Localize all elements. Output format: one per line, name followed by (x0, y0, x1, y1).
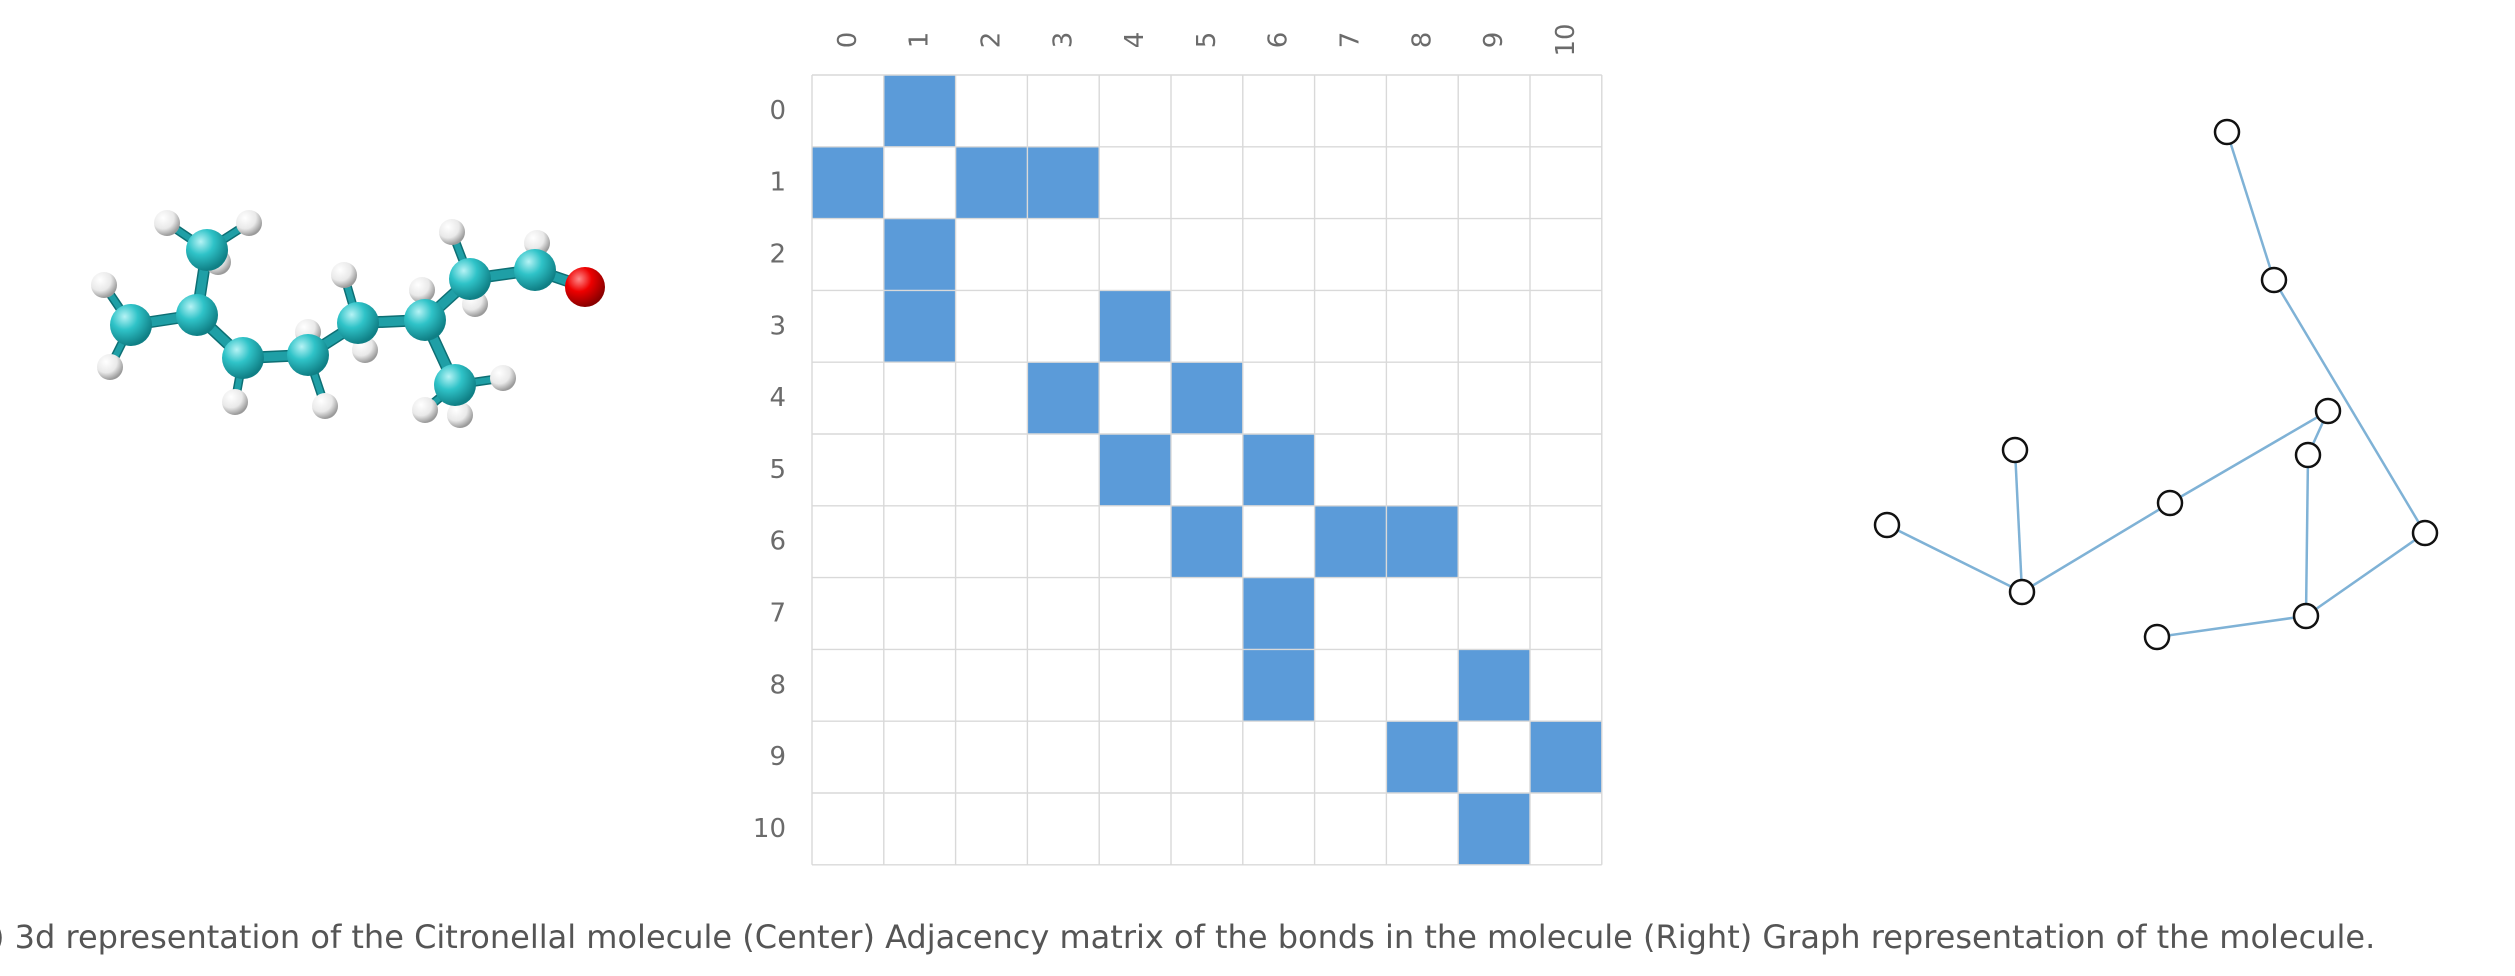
molecule-atoms (91, 210, 605, 428)
row-label-4: 4 (769, 383, 786, 413)
column-label-5: 5 (1192, 32, 1222, 49)
row-label-2: 2 (769, 240, 786, 270)
matrix-cell-1-3 (1027, 146, 1100, 219)
matrix-cell-4-3 (1027, 362, 1100, 434)
row-label-10: 10 (753, 814, 786, 844)
matrix-cell-9-8 (1386, 721, 1459, 793)
graph-edge-1-3 (2021, 501, 2171, 594)
column-label-0: 0 (833, 32, 863, 49)
graph-node-6 (2292, 602, 2320, 630)
graph-edge-3-4 (2169, 409, 2329, 505)
matrix-grid (811, 74, 1603, 866)
oxygen-atom (565, 267, 605, 307)
carbon-atom (287, 334, 329, 376)
hydrogen-atom (222, 389, 248, 415)
hydrogen-atom (97, 354, 123, 380)
carbon-atom (514, 249, 556, 291)
adjacency-matrix: 0 1 2 3 4 5 6 7 8 9 10 0 1 2 3 4 5 6 7 8 9 10 (753, 23, 1603, 866)
hydrogen-atom (490, 365, 516, 391)
carbon-atom (186, 229, 228, 271)
matrix-row-labels: 0 1 2 3 4 5 6 7 8 9 10 (753, 96, 786, 844)
row-label-7: 7 (769, 599, 786, 629)
matrix-cell-8-6 (1242, 649, 1315, 722)
hydrogen-atom (331, 262, 357, 288)
graph-edge-5-6 (2304, 454, 2310, 617)
graph-node-10 (2213, 118, 2241, 146)
graph-node-5 (2294, 441, 2322, 469)
carbon-atom (176, 294, 218, 336)
graph-node-1 (2008, 578, 2036, 606)
column-label-4: 4 (1120, 32, 1150, 49)
carbon-atom (110, 304, 152, 346)
graph-node-3 (2156, 489, 2184, 517)
row-label-8: 8 (769, 670, 786, 700)
graph-edge-8-9 (2272, 279, 2427, 534)
matrix-cell-5-6 (1242, 434, 1315, 506)
matrix-cell-1-0 (812, 146, 884, 219)
graph-edge-6-8 (2305, 531, 2426, 618)
molecule-3d-model (91, 210, 605, 428)
graph-node-9 (2260, 266, 2288, 294)
row-label-3: 3 (769, 311, 786, 341)
hydrogen-atom (409, 277, 435, 303)
graph-edge-1-2 (2013, 449, 2024, 593)
row-label-6: 6 (769, 527, 786, 557)
matrix-cell-2-1 (883, 218, 956, 291)
graph-edge-6-7 (2156, 614, 2307, 639)
carbon-atom (404, 299, 446, 341)
graph-node-8 (2411, 519, 2439, 547)
hydrogen-atom (447, 402, 473, 428)
figure-caption: ) 3d representation of the Citronellal m… (0, 918, 2376, 956)
matrix-cells (812, 75, 1602, 865)
matrix-cell-0-1 (883, 75, 956, 147)
column-label-10: 10 (1551, 23, 1581, 56)
column-label-2: 2 (977, 32, 1007, 49)
matrix-cell-1-2 (955, 146, 1028, 219)
graph-node-7 (2143, 623, 2171, 651)
graph-nodes (1873, 118, 2439, 651)
graph-edge-0-1 (1886, 523, 2023, 594)
graph-edge-9-10 (2225, 131, 2276, 281)
carbon-atom (337, 302, 379, 344)
row-label-5: 5 (769, 455, 786, 485)
hydrogen-atom (154, 210, 180, 236)
column-label-1: 1 (905, 32, 935, 49)
column-label-8: 8 (1407, 32, 1437, 49)
column-label-3: 3 (1048, 32, 1078, 49)
column-label-9: 9 (1479, 32, 1509, 49)
matrix-cell-4-5 (1171, 362, 1243, 434)
hydrogen-atom (312, 393, 338, 419)
matrix-column-labels: 0 1 2 3 4 5 6 7 8 9 10 (833, 23, 1581, 56)
matrix-cell-8-9 (1458, 649, 1530, 722)
matrix-cell-3-4 (1099, 290, 1171, 363)
matrix-cell-3-1 (883, 290, 956, 363)
matrix-cell-5-4 (1099, 434, 1171, 506)
carbon-atom (449, 258, 491, 300)
matrix-cell-10-9 (1458, 793, 1530, 865)
column-label-7: 7 (1336, 32, 1366, 49)
matrix-cell-6-8 (1386, 505, 1459, 578)
carbon-atom (222, 337, 264, 379)
hydrogen-atom (91, 272, 117, 298)
graph-node-0 (1873, 511, 1901, 539)
row-label-1: 1 (769, 168, 786, 198)
matrix-cell-6-5 (1171, 505, 1243, 578)
graph-node-2 (2001, 436, 2029, 464)
hydrogen-atom (439, 219, 465, 245)
row-label-9: 9 (769, 742, 786, 772)
column-label-6: 6 (1264, 32, 1294, 49)
hydrogen-atom (412, 397, 438, 423)
graph-node-4 (2314, 397, 2342, 425)
molecule-graph (1873, 118, 2439, 651)
matrix-cell-7-6 (1242, 577, 1315, 650)
hydrogen-atom (236, 210, 262, 236)
matrix-cell-6-7 (1314, 505, 1387, 578)
row-label-0: 0 (769, 96, 786, 126)
carbon-atom (434, 364, 476, 406)
matrix-cell-9-10 (1530, 721, 1602, 793)
graph-edges (1886, 131, 2427, 639)
